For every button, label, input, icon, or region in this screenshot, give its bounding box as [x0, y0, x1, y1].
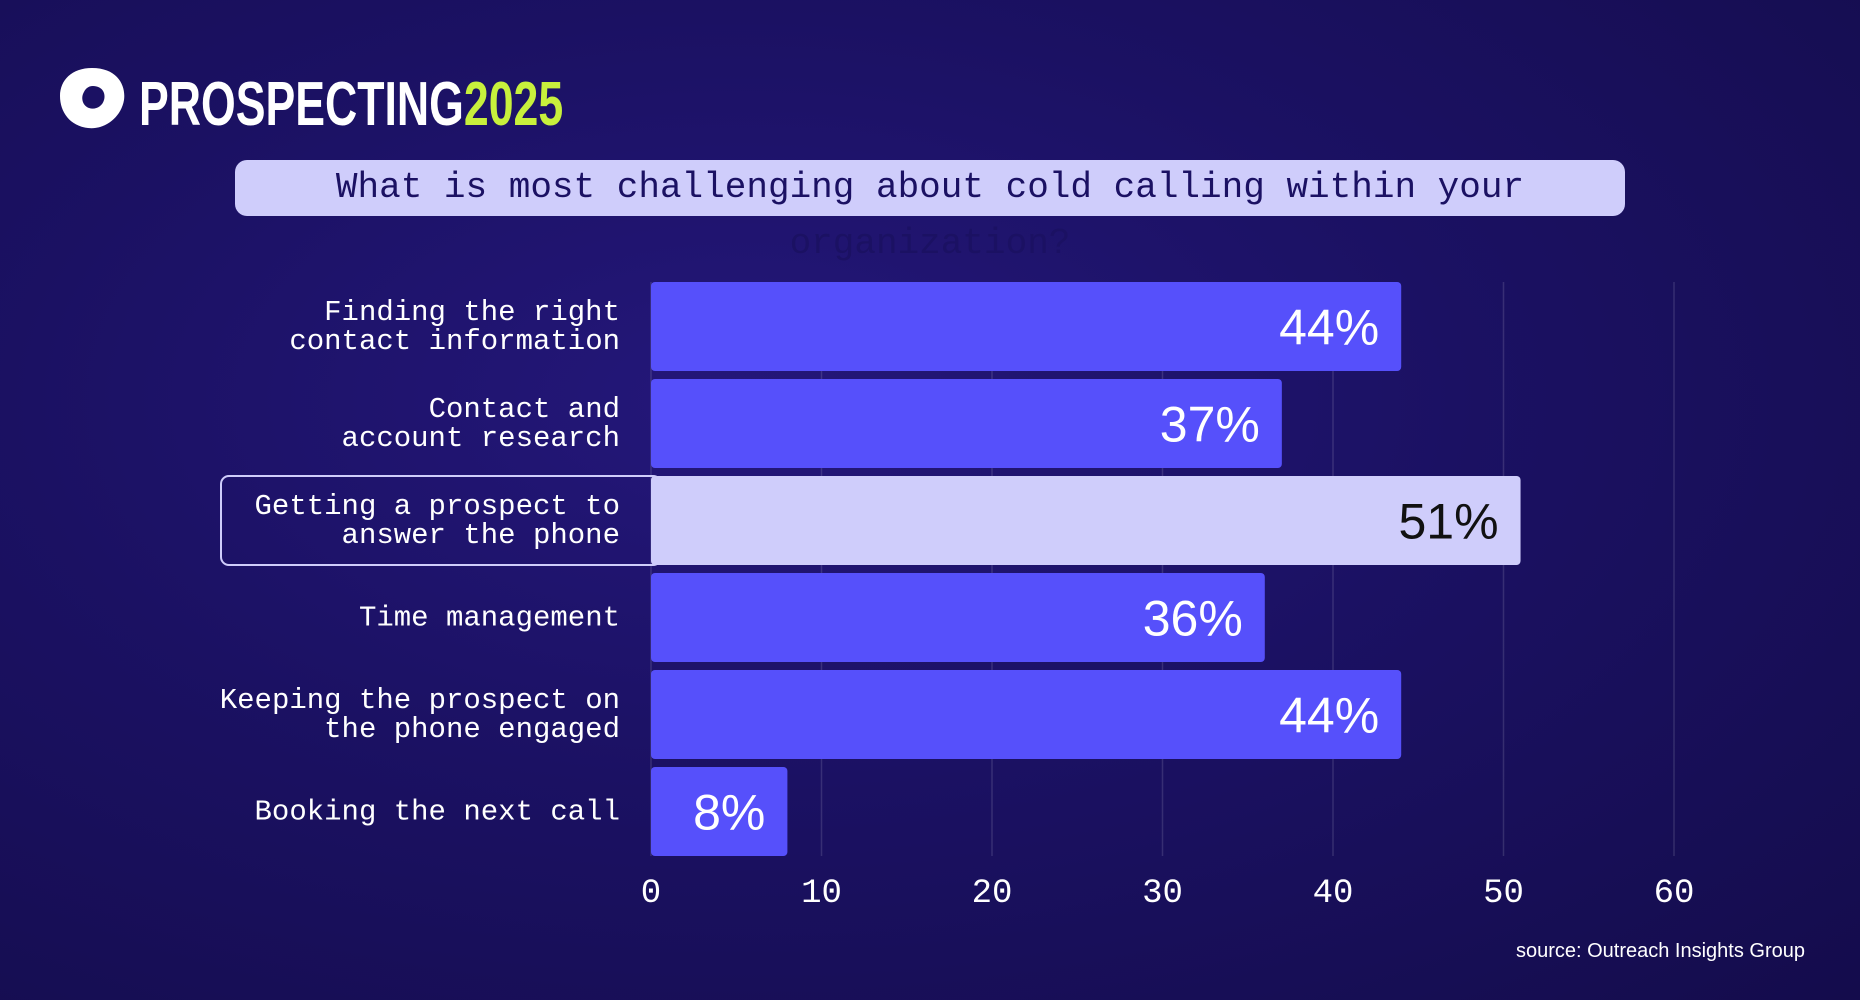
- bar: [651, 767, 788, 856]
- category-label: Getting a prospect to answer the phone: [254, 489, 620, 552]
- x-tick-label: 60: [1654, 875, 1695, 913]
- category-label: Keeping the prospect on the phone engage…: [219, 683, 620, 746]
- x-tick-label: 30: [1142, 875, 1183, 913]
- bar: [651, 573, 1265, 662]
- value-label: 37%: [1160, 397, 1260, 453]
- chart-title: What is most challenging about cold call…: [235, 160, 1625, 264]
- grid: [650, 282, 1675, 856]
- brand: PROSPECTING: [139, 70, 464, 139]
- x-tick-label: 40: [1313, 875, 1354, 913]
- value-label: 44%: [1279, 688, 1379, 744]
- value-label: 8%: [693, 785, 765, 841]
- bar: [651, 379, 1282, 468]
- bar: [651, 476, 1521, 565]
- bar: [651, 282, 1402, 371]
- brand-text: PROSPECTING2025: [139, 70, 563, 139]
- x-tick-label: 20: [972, 875, 1013, 913]
- value-label: 44%: [1279, 300, 1379, 356]
- bar: [651, 670, 1402, 759]
- value-label: 51%: [1398, 494, 1498, 550]
- x-tick-label: 50: [1483, 875, 1524, 913]
- source: source: Outreach Insights Group: [1515, 940, 1805, 962]
- brand-year: 2025: [464, 70, 563, 139]
- category-label: Contact and account research: [341, 392, 620, 455]
- logo: [60, 68, 125, 129]
- x-tick-label: 10: [801, 875, 842, 913]
- category-label: Time management: [358, 601, 620, 634]
- x-tick-label: 0: [641, 875, 661, 913]
- category-label: Booking the next call: [254, 795, 620, 828]
- category-label: Finding the right contact information: [289, 295, 620, 358]
- value-label: 36%: [1143, 591, 1243, 647]
